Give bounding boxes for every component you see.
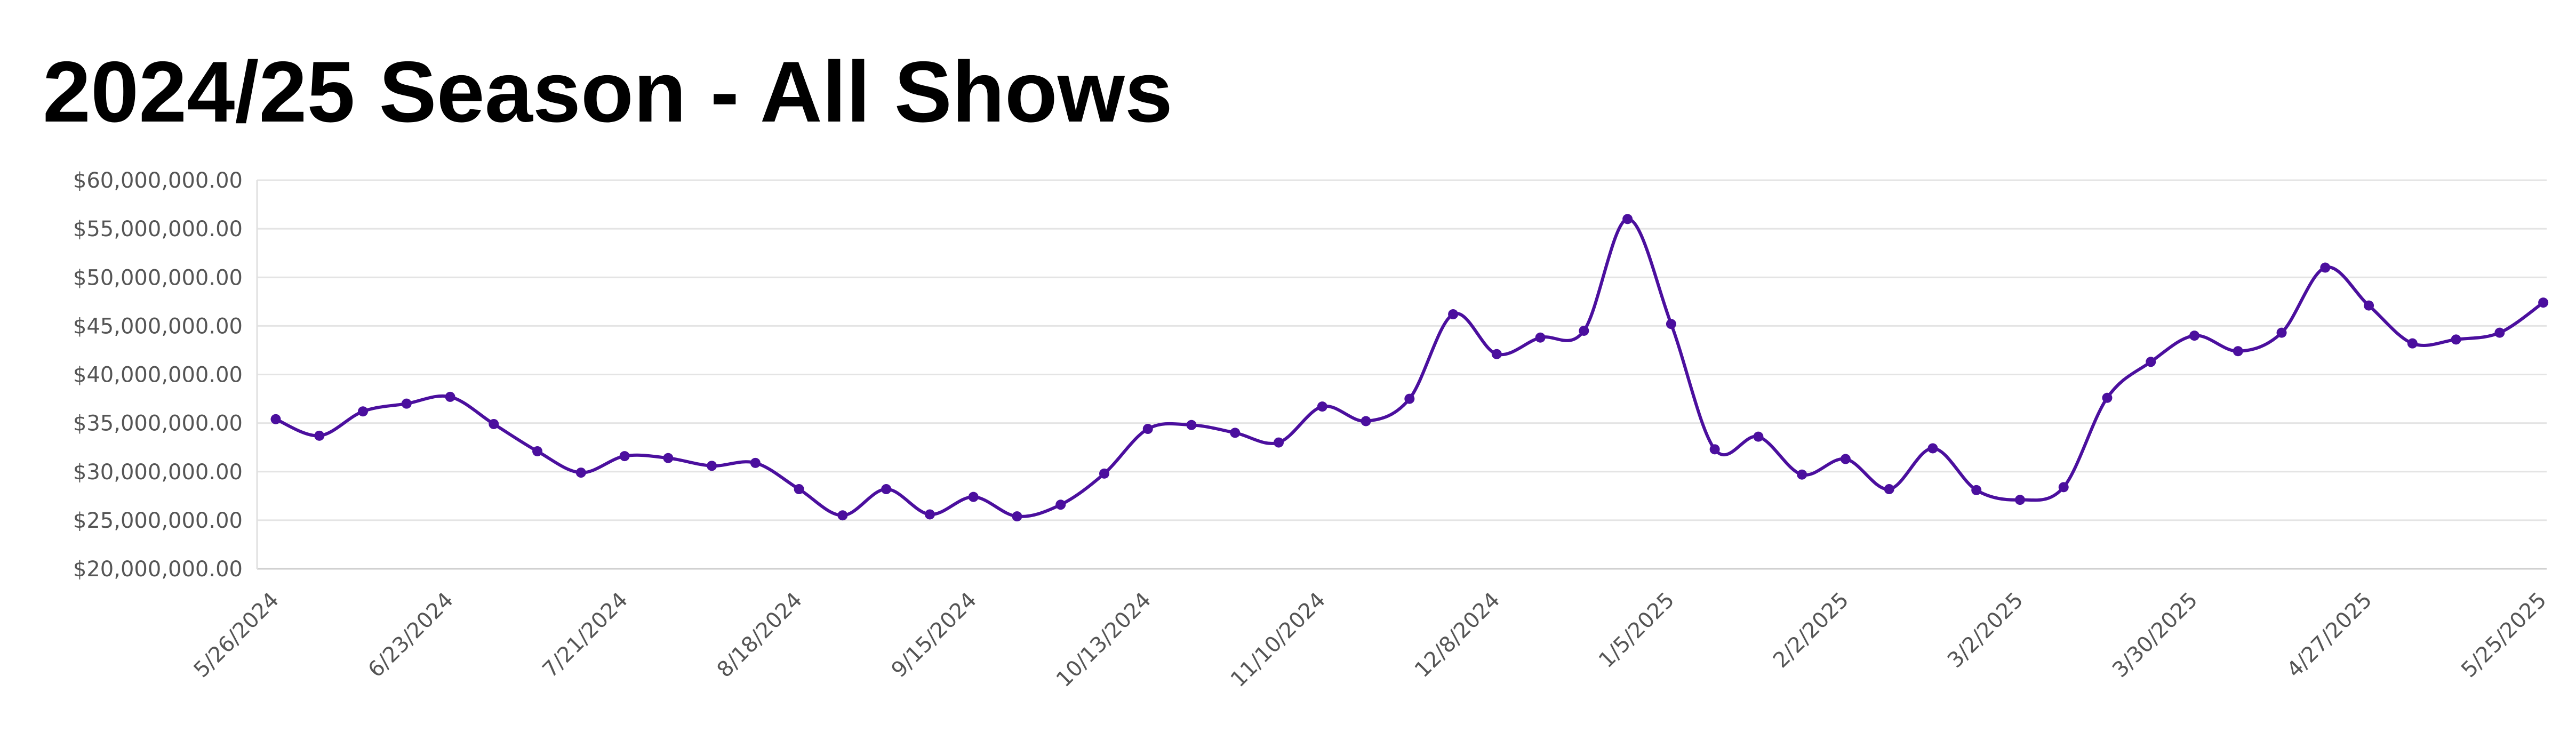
- data-point[interactable]: [2014, 495, 2025, 505]
- x-tick-label: 3/30/2025: [2108, 588, 2203, 683]
- data-point[interactable]: [1317, 401, 1327, 412]
- x-tick-label: 1/5/2025: [1594, 588, 1679, 673]
- data-point[interactable]: [1840, 454, 1851, 464]
- data-point[interactable]: [2407, 338, 2418, 349]
- data-point[interactable]: [1142, 424, 1153, 434]
- y-tick-label: $20,000,000.00: [73, 557, 243, 582]
- data-point[interactable]: [401, 398, 412, 409]
- x-tick-label: 6/23/2024: [364, 588, 459, 683]
- y-tick-label: $30,000,000.00: [73, 460, 243, 485]
- data-point[interactable]: [2494, 327, 2505, 338]
- data-point[interactable]: [1709, 444, 1720, 455]
- x-tick-label: 11/10/2024: [1226, 588, 1331, 692]
- y-tick-label: $25,000,000.00: [73, 509, 243, 533]
- data-point[interactable]: [794, 484, 804, 495]
- data-point[interactable]: [881, 484, 892, 495]
- data-point[interactable]: [2320, 262, 2331, 273]
- grid-lines: [256, 179, 2547, 570]
- chart-title: 2024/25 Season - All Shows: [43, 44, 1173, 140]
- data-point[interactable]: [1622, 214, 1633, 224]
- x-tick-label: 5/25/2025: [2457, 588, 2551, 683]
- x-tick-label: 9/15/2024: [887, 588, 982, 683]
- data-point[interactable]: [2364, 300, 2374, 311]
- x-tick-label: 8/18/2024: [713, 588, 807, 683]
- data-point[interactable]: [575, 468, 586, 478]
- data-point[interactable]: [314, 430, 325, 441]
- data-point[interactable]: [2233, 346, 2243, 357]
- y-tick-label: $45,000,000.00: [73, 314, 243, 339]
- x-tick-label: 4/27/2025: [2282, 588, 2377, 683]
- data-point[interactable]: [750, 457, 761, 468]
- data-point[interactable]: [2146, 357, 2156, 367]
- data-point[interactable]: [1666, 319, 1676, 329]
- x-tick-label: 5/26/2024: [189, 588, 284, 683]
- y-tick-label: $40,000,000.00: [73, 363, 243, 388]
- data-point[interactable]: [1884, 484, 1894, 495]
- data-point[interactable]: [1927, 443, 1938, 454]
- data-point[interactable]: [2451, 334, 2461, 345]
- x-axis-ticks: 5/26/2024 6/23/2024 7/21/2024 8/18/2024 9/15…: [189, 588, 2551, 692]
- series-points: [270, 214, 2549, 522]
- y-tick-label: $55,000,000.00: [73, 217, 243, 241]
- data-point[interactable]: [1491, 349, 1502, 359]
- x-tick-label: 12/8/2024: [1410, 588, 1505, 683]
- data-point[interactable]: [489, 418, 499, 429]
- y-axis-ticks: $20,000,000.00 $25,000,000.00 $30,000,000.…: [73, 168, 243, 582]
- data-point[interactable]: [1186, 420, 1197, 430]
- data-point[interactable]: [619, 451, 630, 462]
- data-point[interactable]: [1404, 393, 1415, 404]
- data-point[interactable]: [1579, 325, 1589, 336]
- data-point[interactable]: [1230, 428, 1241, 438]
- data-point[interactable]: [532, 446, 543, 456]
- data-point[interactable]: [1797, 469, 1807, 480]
- data-point[interactable]: [2538, 297, 2549, 308]
- x-tick-label: 2/2/2025: [1769, 588, 1854, 673]
- data-point[interactable]: [2189, 331, 2200, 341]
- data-point[interactable]: [358, 406, 369, 417]
- data-point[interactable]: [1448, 309, 1459, 320]
- data-point[interactable]: [1753, 431, 1764, 442]
- data-point[interactable]: [707, 461, 717, 471]
- data-point[interactable]: [2276, 327, 2287, 338]
- data-point[interactable]: [1274, 437, 1284, 448]
- data-point[interactable]: [1099, 468, 1109, 479]
- data-point[interactable]: [663, 453, 674, 463]
- x-tick-label: 3/2/2025: [1943, 588, 2028, 673]
- data-point[interactable]: [445, 391, 455, 402]
- data-point[interactable]: [2058, 482, 2069, 493]
- y-tick-label: $50,000,000.00: [73, 265, 243, 290]
- data-point[interactable]: [1055, 500, 1066, 510]
- data-point[interactable]: [2102, 392, 2113, 403]
- x-tick-label: 10/13/2024: [1052, 588, 1156, 692]
- data-point[interactable]: [924, 509, 935, 520]
- y-tick-label: $35,000,000.00: [73, 412, 243, 436]
- x-tick-label: 7/21/2024: [538, 588, 633, 683]
- y-tick-label: $60,000,000.00: [73, 168, 243, 193]
- data-point[interactable]: [1971, 485, 1982, 495]
- data-point[interactable]: [1361, 416, 1371, 426]
- data-point[interactable]: [1012, 511, 1022, 522]
- data-point[interactable]: [837, 510, 848, 521]
- data-point[interactable]: [1535, 332, 1546, 343]
- data-point[interactable]: [270, 414, 281, 424]
- data-point[interactable]: [968, 492, 979, 502]
